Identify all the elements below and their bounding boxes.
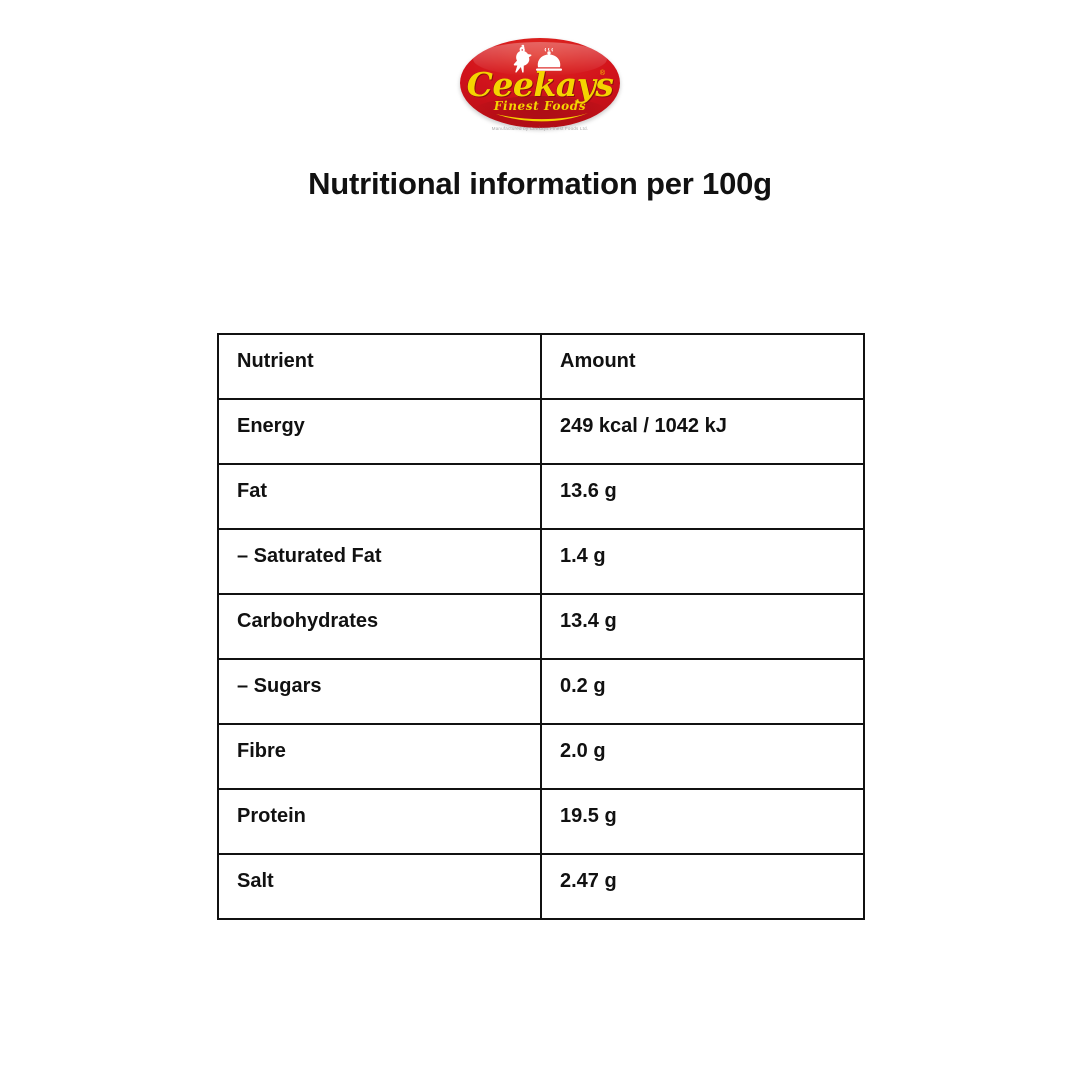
- cell-amount: 1.4 g: [540, 528, 865, 595]
- table-row: Energy 249 kcal / 1042 kJ: [217, 398, 865, 465]
- cell-nutrient: Fibre: [217, 723, 542, 790]
- table-row: – Saturated Fat 1.4 g: [217, 528, 865, 595]
- swoosh-icon: [496, 113, 588, 122]
- cell-amount: 2.47 g: [540, 853, 865, 920]
- table-row: Salt 2.47 g: [217, 853, 865, 920]
- nutrition-table: Nutrient Amount Energy 249 kcal / 1042 k…: [217, 333, 865, 920]
- cell-nutrient: Salt: [217, 853, 542, 920]
- nutrition-table-body: Energy 249 kcal / 1042 kJ Fat 13.6 g – S…: [217, 398, 865, 920]
- cell-nutrient: Energy: [217, 398, 542, 465]
- column-header-amount: Amount: [540, 333, 865, 400]
- brand-logo: Ceekays ® Finest Foods Manufactured by C…: [0, 30, 1080, 140]
- cell-amount: 13.4 g: [540, 593, 865, 660]
- cloche-icon: [536, 48, 562, 71]
- cell-amount: 13.6 g: [540, 463, 865, 530]
- logo-mark: Ceekays ® Finest Foods Manufactured by C…: [458, 30, 622, 134]
- column-header-nutrient: Nutrient: [217, 333, 542, 400]
- logo-tagline: Finest Foods: [493, 99, 587, 113]
- table-row: – Sugars 0.2 g: [217, 658, 865, 725]
- cell-amount: 19.5 g: [540, 788, 865, 855]
- cell-nutrient: Fat: [217, 463, 542, 530]
- table-row: Protein 19.5 g: [217, 788, 865, 855]
- table-row: Carbohydrates 13.4 g: [217, 593, 865, 660]
- cell-nutrient: Protein: [217, 788, 542, 855]
- logo-wordmark: Ceekays: [466, 65, 614, 104]
- registered-mark: ®: [599, 70, 605, 77]
- table-header-row: Nutrient Amount: [217, 333, 865, 400]
- cell-nutrient: – Sugars: [217, 658, 542, 725]
- page-title: Nutritional information per 100g: [308, 166, 772, 201]
- table-row: Fat 13.6 g: [217, 463, 865, 530]
- cell-amount: 0.2 g: [540, 658, 865, 725]
- cell-nutrient: Carbohydrates: [217, 593, 542, 660]
- logo-caption: Manufactured by Ceekays Finest Foods Ltd…: [491, 126, 589, 131]
- cell-amount: 2.0 g: [540, 723, 865, 790]
- rooster-icon: [513, 44, 532, 73]
- cell-amount: 249 kcal / 1042 kJ: [540, 398, 865, 465]
- table-row: Fibre 2.0 g: [217, 723, 865, 790]
- cell-nutrient: – Saturated Fat: [217, 528, 542, 595]
